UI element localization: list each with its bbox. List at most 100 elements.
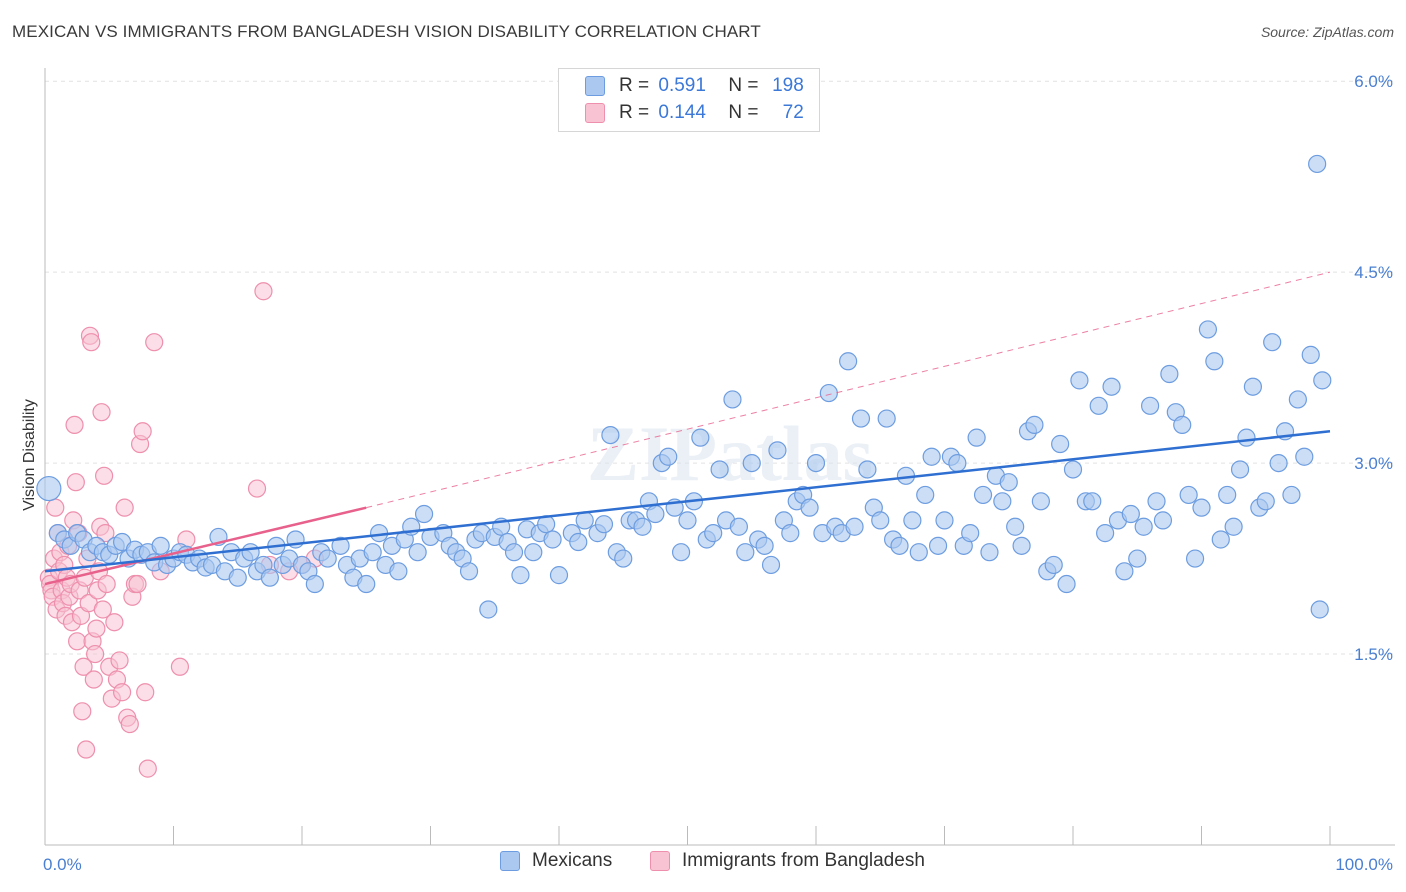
legend-n-value: 198 — [772, 75, 804, 96]
mexicans-point — [1012, 536, 1031, 555]
mexicans-point — [1179, 485, 1198, 505]
mexicans-point — [549, 566, 569, 585]
mexicans-point — [1096, 524, 1115, 543]
y-tick-label: 3.0% — [1354, 454, 1393, 473]
mexicans-point — [511, 566, 530, 585]
mexicans-point — [633, 517, 652, 536]
mexicans-point — [768, 441, 787, 460]
mexicans-point — [839, 352, 858, 371]
bangladesh-point — [82, 333, 101, 352]
bangladesh-point — [92, 403, 111, 422]
mexicans-point — [935, 511, 954, 530]
series-mexicans-points — [36, 154, 1332, 619]
mexicans-point — [614, 549, 633, 568]
bangladesh-point — [66, 473, 85, 492]
mexicans-point — [575, 511, 594, 530]
mexicans-point — [1295, 447, 1314, 466]
mexicans-point — [363, 543, 382, 562]
mexicans-point — [1044, 555, 1063, 575]
chart-title: MEXICAN VS IMMIGRANTS FROM BANGLADESH VI… — [12, 22, 761, 41]
mexicans-point — [948, 454, 967, 473]
mexicans-point — [228, 568, 247, 587]
y-tick-labels: 1.5% 3.0% 4.5% 6.0% — [1354, 72, 1393, 664]
bottom-legend: Mexicans Immigrants from Bangladesh — [0, 850, 1406, 878]
mexicans-point — [1224, 517, 1243, 536]
mexicans-point — [408, 543, 427, 562]
mexicans-point — [1128, 549, 1147, 568]
legend: R = 0.591 N = 198 R = 0.144 N = 72 — [558, 68, 820, 132]
mexicans-point — [1237, 428, 1256, 447]
mexicans-point — [1310, 600, 1329, 619]
mexicans-point — [601, 425, 620, 445]
mexicans-point — [851, 409, 871, 428]
legend-r-value: 0.591 — [658, 75, 706, 96]
mexicans-point — [1185, 549, 1205, 568]
mexicans-point — [241, 543, 260, 562]
mexicans-point — [646, 504, 665, 524]
mexicans-point — [761, 555, 781, 575]
bangladesh-point — [138, 759, 157, 778]
mexicans-point — [871, 511, 890, 530]
legend-n-label: N = — [728, 75, 759, 96]
mexicans-point — [806, 454, 826, 473]
mexicans-point — [1301, 345, 1320, 364]
mexicans-point — [755, 536, 774, 555]
legend-row-mexicans: R = 0.591 N = 198 — [585, 73, 804, 99]
bangladesh-trend-extension — [366, 271, 1331, 509]
bangladesh-point — [145, 333, 164, 352]
bangladesh-point — [133, 422, 152, 441]
mexicans-point — [1070, 371, 1089, 390]
axes — [44, 68, 1395, 846]
bottom-legend-mexicans: Mexicans — [500, 850, 612, 872]
mexicans-point — [993, 492, 1012, 511]
source-label: Source: ZipAtlas.com — [1260, 24, 1394, 40]
mexicans-point — [710, 460, 729, 479]
bangladesh-point — [77, 740, 96, 759]
mexicans-point — [1288, 390, 1307, 409]
x-tick-label: 0.0% — [43, 855, 82, 874]
bangladesh-point — [110, 651, 129, 670]
mexicans-point — [569, 532, 588, 552]
mexicans-point — [1256, 492, 1275, 511]
bangladesh-point — [136, 683, 155, 702]
y-axis-label: Vision Disability — [21, 399, 38, 511]
legend-n-label: N = — [728, 102, 759, 123]
mexicans-point — [928, 536, 948, 555]
mexicans-point — [858, 460, 877, 479]
bangladesh-point — [96, 524, 115, 543]
mexicans-point — [1282, 485, 1301, 505]
series-bangladesh-points — [39, 282, 324, 778]
bangladesh-swatch — [585, 103, 605, 123]
mexicans-point — [318, 549, 337, 568]
mexicans-point — [305, 574, 324, 594]
mexicans-point — [967, 428, 986, 447]
trend-lines — [44, 271, 1331, 586]
bangladesh-point — [115, 498, 134, 517]
mexicans-point — [909, 543, 928, 562]
mexicans-point — [524, 543, 543, 562]
mexicans-point — [903, 511, 922, 530]
mexicans-point — [1269, 454, 1288, 473]
mexicans-point — [1083, 492, 1102, 511]
mexicans-point — [1147, 492, 1166, 511]
legend-r-label: R = — [619, 75, 650, 96]
legend-r-label: R = — [619, 102, 650, 123]
mexicans-point — [459, 562, 479, 581]
mexicans-point — [961, 524, 980, 543]
bangladesh-point — [84, 670, 103, 689]
mexicans-point — [479, 600, 498, 619]
mexicans-point — [1153, 511, 1173, 530]
mexicans-point — [543, 530, 562, 549]
mexicans-point — [1263, 333, 1282, 352]
mexicans-point — [845, 517, 864, 536]
mexicans-point — [1198, 320, 1218, 339]
bangladesh-point — [95, 466, 114, 485]
mexicans-point — [1063, 460, 1083, 479]
grid-lines — [45, 80, 1395, 655]
mexicans-point — [1102, 377, 1121, 396]
bangladesh-point — [254, 282, 273, 301]
mexicans-point — [1057, 574, 1076, 594]
mexicans-point — [260, 568, 279, 587]
mexicans-point — [980, 543, 999, 562]
